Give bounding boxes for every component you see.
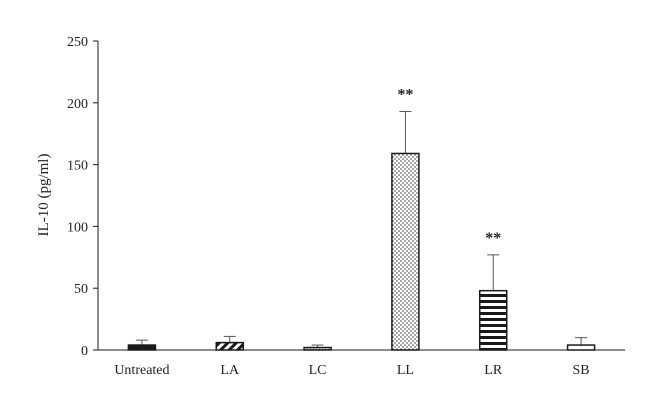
bars-group: ** ** <box>127 86 596 351</box>
bar-sb <box>566 344 596 351</box>
x-tick-label: LC <box>309 363 327 378</box>
y-tick-label: 150 <box>67 159 88 174</box>
significance-label: ** <box>397 86 413 103</box>
y-tick-label: 100 <box>67 220 88 235</box>
y-tick-label: 50 <box>74 282 88 297</box>
bar-lr <box>479 289 508 351</box>
x-tick-label: LA <box>220 363 240 378</box>
y-tick-label: 0 <box>81 344 88 359</box>
y-tick-label: 200 <box>67 97 88 112</box>
x-tick-label: Untreated <box>114 363 169 378</box>
x-tick-label: LR <box>484 363 503 378</box>
y-axis-ticks: 0 50 100 150 200 250 <box>67 35 98 359</box>
x-tick-label: LL <box>397 363 414 378</box>
x-axis-ticks: Untreated LA LC LL LR SB <box>114 363 589 378</box>
y-axis-label: IL-10 (pg/ml) <box>36 154 52 237</box>
bar-untreated <box>127 344 157 351</box>
y-tick-label: 250 <box>67 35 88 50</box>
bar-ll <box>391 152 420 351</box>
bar-la <box>215 341 244 351</box>
x-tick-label: SB <box>573 363 590 378</box>
significance-label: ** <box>485 230 501 247</box>
